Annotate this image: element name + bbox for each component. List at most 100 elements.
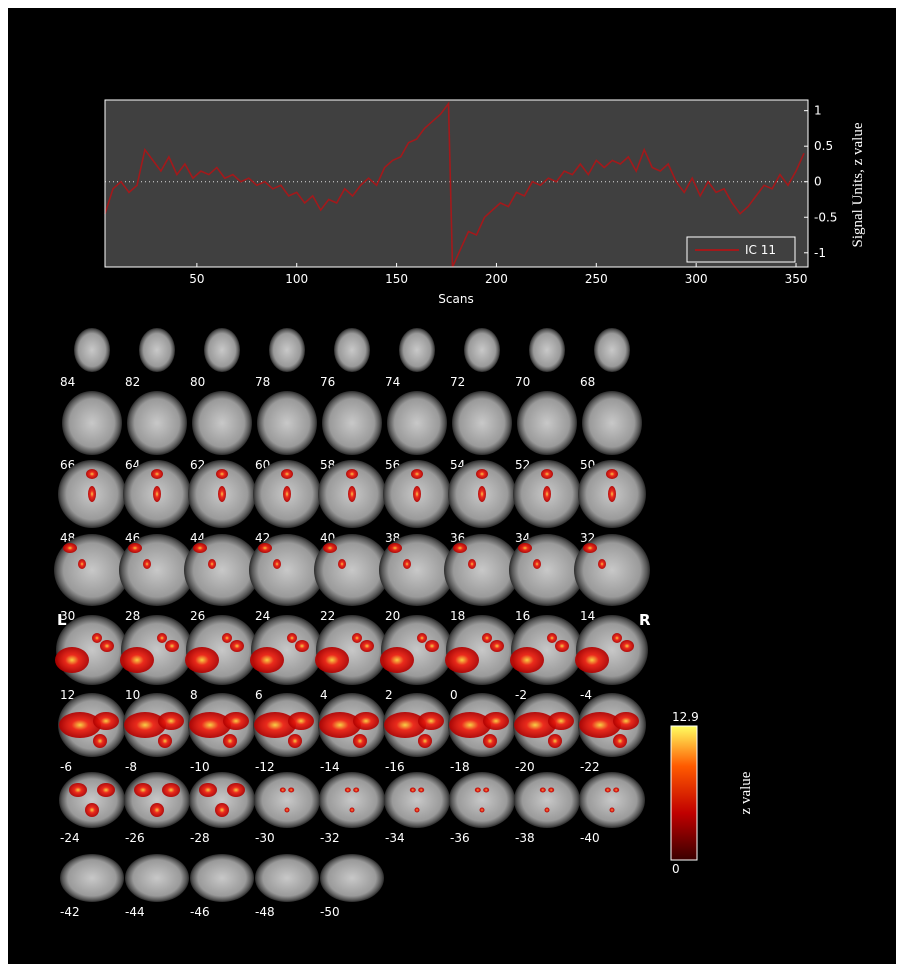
activation bbox=[411, 469, 423, 479]
slice-label: 82 bbox=[125, 375, 140, 389]
activation bbox=[613, 712, 639, 730]
slice-label: 72 bbox=[450, 375, 465, 389]
activation bbox=[415, 808, 420, 813]
slice-label: -20 bbox=[515, 760, 535, 774]
activation bbox=[153, 486, 161, 502]
x-tick-label: 150 bbox=[385, 272, 408, 286]
slice-label: -40 bbox=[580, 831, 600, 845]
slice-label: 84 bbox=[60, 375, 75, 389]
brain-slice bbox=[62, 391, 122, 455]
slice-label: -14 bbox=[320, 760, 340, 774]
slice-label: -26 bbox=[125, 831, 145, 845]
slice-label: -2 bbox=[515, 688, 527, 702]
slice-label: -36 bbox=[450, 831, 470, 845]
activation bbox=[620, 640, 634, 652]
brain-slice bbox=[384, 772, 450, 828]
brain-slice bbox=[579, 772, 645, 828]
brain-slice bbox=[514, 772, 580, 828]
activation bbox=[162, 783, 180, 797]
activation bbox=[518, 543, 532, 553]
slice-label: -10 bbox=[190, 760, 210, 774]
colorbar-tick-label: 0 bbox=[672, 862, 680, 876]
activation bbox=[352, 633, 362, 643]
activation bbox=[480, 808, 485, 813]
activation bbox=[490, 640, 504, 652]
activation bbox=[353, 734, 367, 748]
activation bbox=[315, 647, 349, 673]
activation bbox=[134, 783, 152, 797]
activation bbox=[345, 788, 351, 793]
brain-slice bbox=[322, 391, 382, 455]
activation bbox=[157, 633, 167, 643]
activation bbox=[425, 640, 439, 652]
brain-slice bbox=[74, 328, 110, 372]
brain-slice bbox=[529, 328, 565, 372]
figure: Scans Signal Units, z value L R z value … bbox=[0, 0, 904, 972]
brain-slice bbox=[124, 772, 190, 828]
activation bbox=[97, 783, 115, 797]
activation bbox=[353, 788, 359, 793]
activation bbox=[338, 559, 346, 569]
activation bbox=[281, 469, 293, 479]
slice-label: -46 bbox=[190, 905, 210, 919]
slice-label: -44 bbox=[125, 905, 145, 919]
activation bbox=[158, 712, 184, 730]
activation bbox=[158, 734, 172, 748]
activation bbox=[63, 543, 77, 553]
slice-label: -48 bbox=[255, 905, 275, 919]
activation bbox=[273, 559, 281, 569]
brain-slice bbox=[399, 328, 435, 372]
y-axis-label: Signal Units, z value bbox=[850, 122, 866, 247]
activation bbox=[100, 640, 114, 652]
brain-slice bbox=[125, 854, 189, 902]
slice-label: -50 bbox=[320, 905, 340, 919]
activation bbox=[120, 647, 154, 673]
brain-slice bbox=[387, 391, 447, 455]
activation bbox=[483, 788, 489, 793]
slice-label: 0 bbox=[450, 688, 458, 702]
activation bbox=[418, 788, 424, 793]
brain-slice bbox=[192, 391, 252, 455]
activation bbox=[575, 647, 609, 673]
page: Scans Signal Units, z value L R z value … bbox=[0, 0, 904, 972]
activation bbox=[288, 734, 302, 748]
legend-label: IC 11 bbox=[745, 243, 776, 257]
activation bbox=[223, 712, 249, 730]
activation bbox=[128, 543, 142, 553]
y-tick-label: 0.5 bbox=[814, 139, 833, 153]
brain-slice bbox=[204, 328, 240, 372]
activation bbox=[360, 640, 374, 652]
slice-label: -42 bbox=[60, 905, 80, 919]
activation bbox=[323, 543, 337, 553]
y-tick-label: -0.5 bbox=[814, 210, 837, 224]
activation bbox=[216, 469, 228, 479]
brain-slice bbox=[452, 391, 512, 455]
activation bbox=[418, 734, 432, 748]
brain-slice bbox=[189, 772, 255, 828]
slice-label: -8 bbox=[125, 760, 137, 774]
activation bbox=[541, 469, 553, 479]
activation bbox=[543, 486, 551, 502]
brain-slice bbox=[59, 772, 125, 828]
activation bbox=[280, 788, 286, 793]
activation bbox=[583, 543, 597, 553]
colorbar-tick-label: 12.9 bbox=[672, 710, 699, 724]
activation bbox=[548, 734, 562, 748]
brain-slice bbox=[60, 854, 124, 902]
brain-slice bbox=[127, 391, 187, 455]
activation bbox=[258, 543, 272, 553]
activation bbox=[288, 788, 294, 793]
brain-slice bbox=[254, 772, 320, 828]
activation bbox=[612, 633, 622, 643]
slice-label: -24 bbox=[60, 831, 80, 845]
activation bbox=[93, 712, 119, 730]
brain-slice bbox=[334, 328, 370, 372]
activation bbox=[283, 486, 291, 502]
slice-label: -18 bbox=[450, 760, 470, 774]
slice-label: -6 bbox=[60, 760, 72, 774]
activation bbox=[295, 640, 309, 652]
brain-slice bbox=[255, 854, 319, 902]
activation bbox=[540, 788, 546, 793]
activation bbox=[555, 640, 569, 652]
activation bbox=[208, 559, 216, 569]
